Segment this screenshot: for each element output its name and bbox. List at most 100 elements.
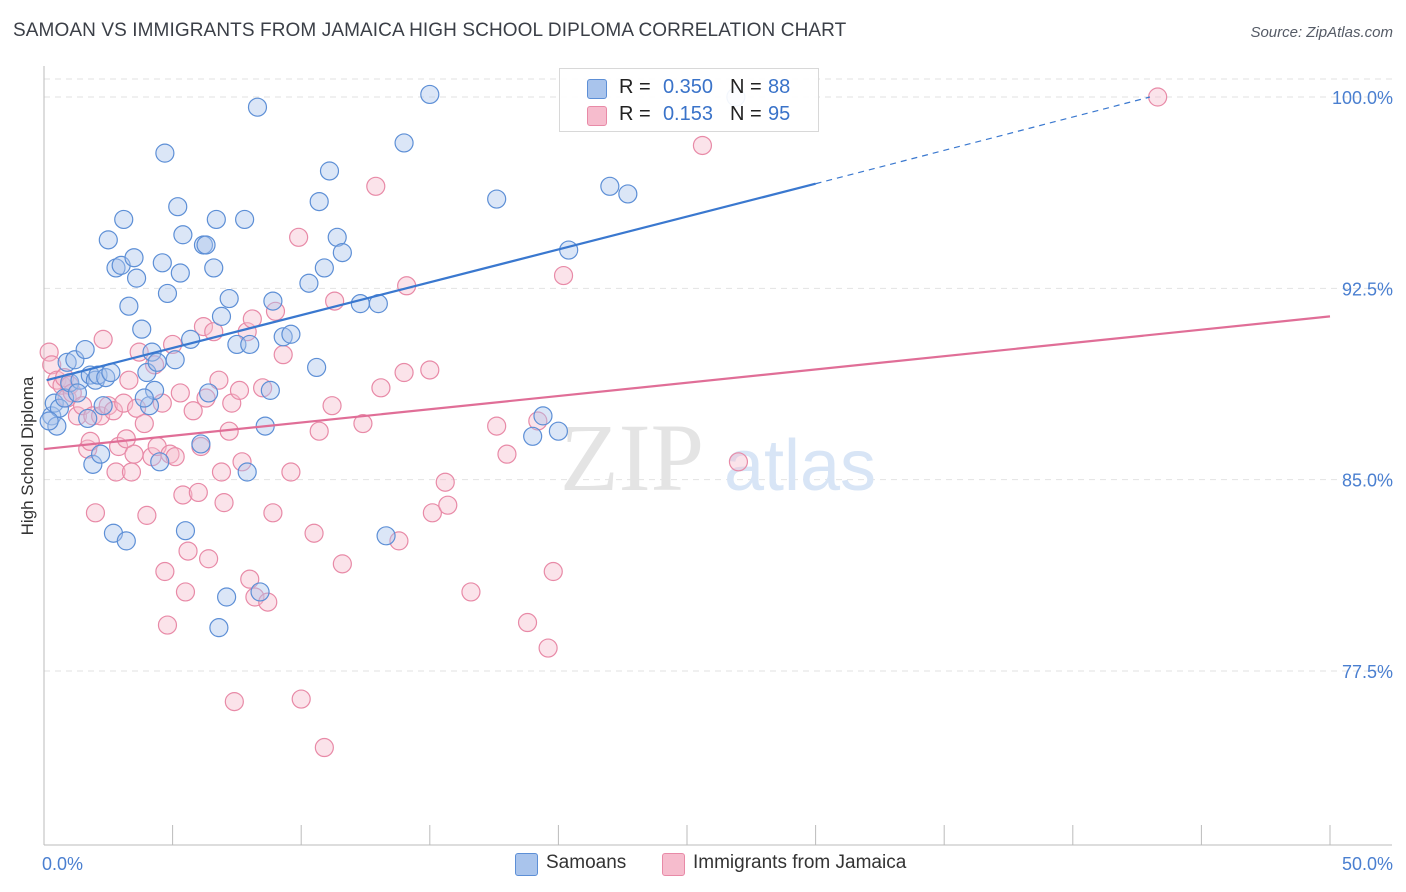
y-axis-label: High School Diploma <box>18 376 37 535</box>
samoan-point <box>54 388 75 408</box>
samoan-point <box>487 189 507 209</box>
jamaica-point <box>170 383 190 403</box>
jamaica-point <box>420 360 440 380</box>
jamaica-point <box>232 452 252 472</box>
jamaica-point <box>106 462 126 482</box>
samoan-point <box>204 258 224 278</box>
jamaica-point <box>394 362 414 383</box>
samoan-point <box>199 383 219 403</box>
samoan-point <box>175 521 196 541</box>
jamaica-point <box>193 317 214 337</box>
samoan-point <box>523 426 543 446</box>
jamaica-point <box>291 689 311 709</box>
legend-n-value: 95 <box>768 103 791 125</box>
samoan-trend-extension <box>815 96 1151 185</box>
jamaica-point <box>160 444 180 464</box>
jamaica-point <box>281 462 301 482</box>
samoan-point <box>307 357 327 378</box>
samoan-point <box>240 334 260 355</box>
legend-n-value: 88 <box>768 76 791 98</box>
legend-row-jamaica: R = 0.153 N = 95 <box>560 101 818 129</box>
samoan-point <box>600 176 620 196</box>
samoan-point <box>126 268 147 288</box>
jamaica-point <box>353 413 373 434</box>
samoan-point <box>96 368 116 388</box>
samoan-point <box>314 258 334 278</box>
jamaica-point <box>199 549 219 569</box>
legend-row-samoans: R = 0.350 N = 88 <box>560 74 818 102</box>
samoan-point <box>116 531 136 551</box>
legend-r-label: R = <box>619 103 651 125</box>
samoan-point <box>319 161 340 181</box>
legend-swatch-pink <box>587 106 607 126</box>
samoan-point <box>119 296 139 316</box>
jamaica-point <box>389 531 409 551</box>
legend-swatch-blue <box>587 79 607 99</box>
jamaica-point <box>1148 87 1168 107</box>
jamaica-point <box>692 135 713 156</box>
jamaica-point <box>188 482 208 503</box>
jamaica-point <box>80 431 100 451</box>
samoan-point <box>90 444 111 464</box>
samoan-point <box>157 283 178 304</box>
jamaica-point <box>461 582 481 602</box>
samoan-point <box>217 587 237 607</box>
jamaica-point <box>728 452 749 472</box>
samoan-point <box>332 243 352 263</box>
samoan-point <box>65 350 85 370</box>
samoan-point <box>196 235 216 255</box>
jamaica-point <box>196 388 216 408</box>
jamaica-point <box>137 505 157 525</box>
samoan-point <box>533 406 553 426</box>
jamaica-point <box>435 472 455 492</box>
jamaica-point <box>245 587 265 607</box>
jamaica-point <box>211 462 232 482</box>
jamaica-point <box>98 396 118 416</box>
samoan-point <box>211 306 232 326</box>
jamaica-point <box>304 523 324 543</box>
samoan-point <box>548 421 569 441</box>
legend-r-value: 0.153 <box>662 103 713 125</box>
samoan-point <box>83 454 103 474</box>
jamaica-point <box>72 396 93 416</box>
jamaica-point <box>497 444 517 464</box>
jamaica-point <box>214 493 234 513</box>
jamaica-point <box>309 421 329 441</box>
samoan-point <box>191 434 211 454</box>
y-tick-label: 85.0% <box>1342 471 1393 491</box>
jamaica-point <box>240 569 260 589</box>
jamaica-point <box>422 503 442 523</box>
samoan-point <box>165 350 185 370</box>
samoan-point <box>93 396 113 416</box>
samoan-point <box>39 411 59 431</box>
y-tick-label: 77.5% <box>1342 662 1393 682</box>
jamaica-point <box>517 612 538 633</box>
jamaica-point <box>93 329 113 349</box>
jamaica-point <box>175 582 196 602</box>
samoan-point <box>281 324 301 344</box>
samoan-point <box>250 582 270 602</box>
jamaica-point <box>173 485 193 505</box>
samoan-point <box>49 398 70 418</box>
jamaica-point <box>487 416 507 436</box>
jamaica-point <box>83 406 103 426</box>
tick-labels: 100.0% 92.5% 85.0% 77.5% 0.0% 50.0% <box>42 88 1393 874</box>
y-tick-label: 92.5% <box>1342 279 1393 299</box>
source-label: Source: ZipAtlas.com <box>1250 24 1393 41</box>
samoan-point <box>299 273 319 293</box>
jamaica-point <box>332 554 352 574</box>
samoan-point <box>209 618 229 638</box>
samoan-point <box>78 408 98 429</box>
samoan-point <box>394 133 414 153</box>
legend-label-samoans: Samoans <box>546 852 627 873</box>
samoan-point <box>137 362 157 383</box>
watermark-zip: ZIP <box>560 404 704 511</box>
legend-swatch-jamaica <box>662 853 685 876</box>
jamaica-point <box>371 378 391 398</box>
samoan-point <box>618 184 638 204</box>
trend-lines <box>43 96 1331 451</box>
jamaica-point <box>155 561 175 582</box>
chart-title: SAMOAN VS IMMIGRANTS FROM JAMAICA HIGH S… <box>13 20 847 41</box>
jamaica-point <box>289 227 309 247</box>
jamaica-point <box>438 495 458 515</box>
